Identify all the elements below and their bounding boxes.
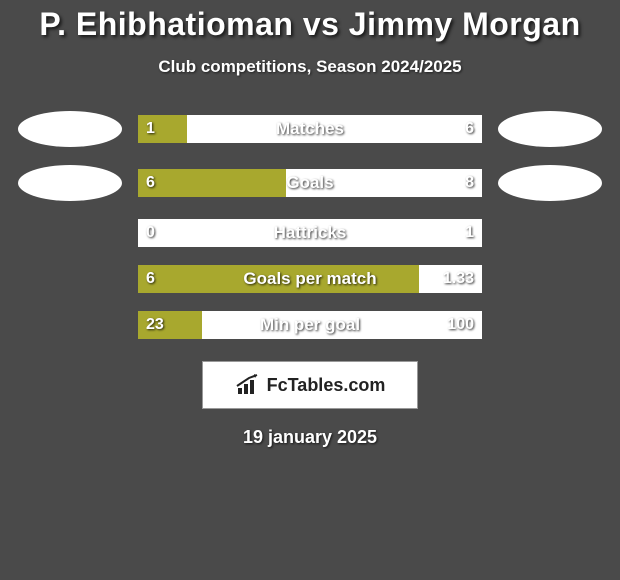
stat-bar: 6Goals8 (138, 169, 482, 197)
stat-value-right: 1 (465, 219, 474, 247)
stat-row: 6Goals8 (0, 165, 620, 201)
stat-value-right: 6 (465, 115, 474, 143)
player-avatar-left (18, 165, 122, 201)
stat-label: Matches (138, 115, 482, 143)
stat-label: Hattricks (138, 219, 482, 247)
brand-text: FcTables.com (267, 375, 386, 396)
stat-row: 6Goals per match1.33 (0, 265, 620, 293)
player-avatar-right (498, 111, 602, 147)
stat-bar: 1Matches6 (138, 115, 482, 143)
stat-value-right: 8 (465, 169, 474, 197)
stat-bar-fill (138, 265, 419, 293)
subtitle: Club competitions, Season 2024/2025 (0, 57, 620, 77)
stat-value-right: 100 (447, 311, 474, 339)
stat-row: 23Min per goal100 (0, 311, 620, 339)
stat-bar-fill (138, 169, 286, 197)
stat-bar: 23Min per goal100 (138, 311, 482, 339)
chart-icon (235, 374, 261, 396)
stat-bar: 6Goals per match1.33 (138, 265, 482, 293)
stat-row: 1Matches6 (0, 111, 620, 147)
stat-value-right: 1.33 (443, 265, 474, 293)
stat-rows: 1Matches66Goals80Hattricks16Goals per ma… (0, 111, 620, 339)
comparison-widget: P. Ehibhatioman vs Jimmy Morgan Club com… (0, 0, 620, 448)
stat-value-left: 0 (146, 219, 155, 247)
stat-bar-fill (138, 115, 187, 143)
player-avatar-right (498, 165, 602, 201)
page-title: P. Ehibhatioman vs Jimmy Morgan (0, 6, 620, 43)
player-avatar-left (18, 111, 122, 147)
stat-bar-fill (138, 311, 202, 339)
stat-row: 0Hattricks1 (0, 219, 620, 247)
brand-badge: FcTables.com (202, 361, 418, 409)
date-label: 19 january 2025 (0, 427, 620, 448)
stat-bar: 0Hattricks1 (138, 219, 482, 247)
